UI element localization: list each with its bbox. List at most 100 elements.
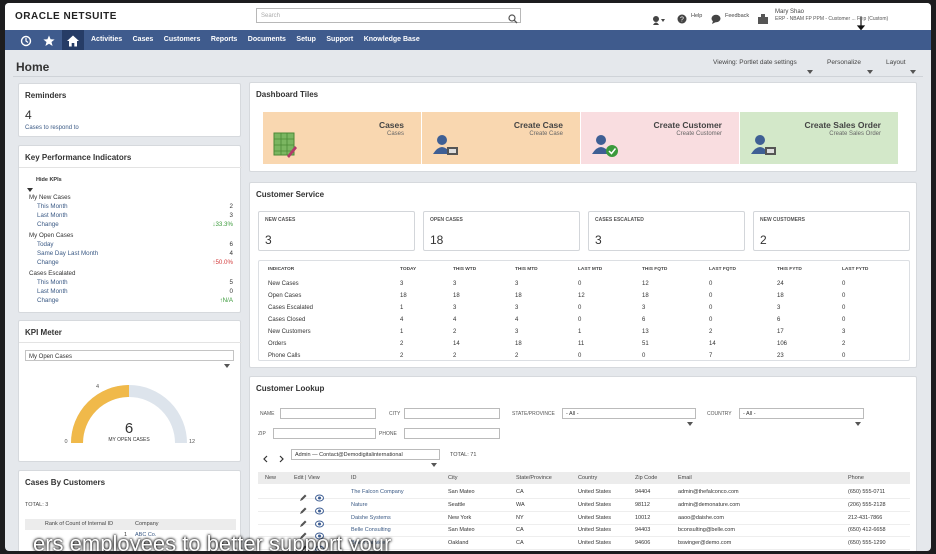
view-icon[interactable] bbox=[315, 502, 324, 515]
icon-shape bbox=[661, 19, 665, 22]
nav-item[interactable]: Documents bbox=[247, 36, 286, 43]
edit-icon[interactable] bbox=[299, 515, 307, 527]
select-value: - All - bbox=[743, 410, 756, 417]
cell: 0 bbox=[842, 305, 846, 311]
nav-item[interactable]: Customers bbox=[163, 36, 201, 43]
text-input[interactable] bbox=[280, 408, 376, 419]
kpi-label[interactable]: Change bbox=[37, 221, 59, 228]
nav-item[interactable]: Setup bbox=[296, 36, 316, 43]
stat-value: 3 bbox=[595, 233, 602, 247]
cell-link[interactable]: Nature bbox=[351, 501, 368, 508]
column-header: Email bbox=[678, 475, 692, 481]
gauge-tick-label: 12 bbox=[188, 439, 196, 445]
personalize-menu[interactable]: Personalize bbox=[827, 59, 861, 66]
cell-link[interactable]: Belle Consulting bbox=[351, 527, 391, 534]
kpi-label[interactable]: This Month bbox=[37, 203, 68, 210]
edit-icon[interactable] bbox=[299, 489, 307, 501]
cell: 98112 bbox=[635, 501, 650, 508]
role-icon[interactable] bbox=[757, 11, 769, 24]
nav-item[interactable]: Cases bbox=[132, 36, 154, 43]
kpi-label[interactable]: Change bbox=[37, 297, 59, 304]
cell-link[interactable]: The Falcon Company bbox=[351, 489, 404, 495]
kpi-group: My Open Cases bbox=[29, 232, 74, 239]
view-icon[interactable] bbox=[315, 489, 324, 502]
cell: 3 bbox=[515, 329, 519, 335]
nav-item[interactable]: Reports bbox=[210, 36, 238, 43]
gauge-fill bbox=[71, 385, 130, 444]
cell: 14 bbox=[709, 341, 716, 347]
stat-card[interactable]: OPEN CASES 18 bbox=[423, 211, 580, 251]
cell-link[interactable]: Baker Services bbox=[351, 540, 388, 547]
select[interactable]: - All - bbox=[739, 408, 864, 426]
nav-item[interactable]: Support bbox=[326, 36, 354, 43]
stat-label: OPEN CASES bbox=[430, 217, 463, 223]
kpi-label[interactable]: Change bbox=[37, 259, 59, 266]
cell: 12 bbox=[578, 293, 585, 299]
view-icon[interactable] bbox=[315, 540, 324, 551]
feedback-link[interactable]: Feedback bbox=[725, 13, 750, 19]
search-box[interactable]: Search bbox=[256, 8, 521, 24]
stat-card[interactable]: NEW CUSTOMERS 2 bbox=[753, 211, 910, 251]
cell: 3 bbox=[515, 305, 519, 311]
kpi-value: ↓33.3% bbox=[212, 221, 233, 228]
select[interactable]: - All - bbox=[562, 408, 696, 426]
column-header: LAST MTD bbox=[578, 267, 603, 272]
text-input[interactable] bbox=[273, 428, 376, 439]
help-link[interactable]: Help bbox=[691, 13, 703, 19]
stat-card[interactable]: NEW CASES 3 bbox=[258, 211, 415, 251]
kpi-select[interactable]: My Open Cases bbox=[25, 350, 234, 368]
star-icon[interactable] bbox=[43, 34, 55, 46]
layout-menu[interactable]: Layout bbox=[886, 59, 906, 66]
column-header: Phone bbox=[848, 475, 864, 481]
cell: CA bbox=[516, 540, 524, 547]
tile-icon bbox=[750, 132, 778, 158]
kpi-toggle[interactable]: Hide KPIs bbox=[25, 176, 235, 192]
portlet: Key Performance Indicators Hide KPIs My Ne… bbox=[18, 145, 242, 313]
recent-icon[interactable] bbox=[20, 34, 32, 47]
home-tab[interactable] bbox=[62, 30, 84, 50]
edit-icon[interactable] bbox=[299, 502, 307, 514]
view-icon[interactable] bbox=[315, 527, 324, 540]
shortcut-icon[interactable] bbox=[652, 12, 666, 25]
kpi-label[interactable]: Same Day Last Month bbox=[37, 250, 99, 257]
cell: San Mateo bbox=[448, 489, 475, 495]
prev-page[interactable] bbox=[262, 450, 268, 463]
edit-icon[interactable] bbox=[299, 540, 307, 551]
tile[interactable]: Create Case Create Case bbox=[422, 112, 580, 164]
view-icon[interactable] bbox=[315, 515, 324, 528]
kpi-label[interactable]: Last Month bbox=[37, 288, 68, 295]
nav-item[interactable]: Activities bbox=[91, 36, 123, 43]
kpi-label[interactable]: This Month bbox=[37, 279, 68, 286]
kpi-label[interactable]: Today bbox=[37, 241, 54, 248]
column-header: Country bbox=[578, 475, 598, 481]
cell: United States bbox=[578, 527, 612, 534]
cell-link[interactable]: ABC Co. bbox=[135, 532, 157, 538]
viewing-menu[interactable]: Viewing: Portlet date settings bbox=[713, 59, 797, 66]
cell: (650) 555-0711 bbox=[848, 489, 886, 495]
nav-item[interactable]: Knowledge Base bbox=[363, 36, 420, 43]
user-role[interactable]: ERP - NBAM FP PPM - Customer ... Rep (Cu… bbox=[775, 16, 889, 22]
tile[interactable]: Create Sales Order Create Sales Order bbox=[740, 112, 898, 164]
user-name[interactable]: Mary Shao bbox=[775, 9, 805, 15]
tile-icon bbox=[273, 132, 297, 158]
cell: 1 bbox=[123, 532, 127, 538]
tile[interactable]: Create Customer Create Customer bbox=[581, 112, 739, 164]
text-input[interactable] bbox=[404, 428, 500, 439]
portlet-title: Key Performance Indicators bbox=[25, 153, 132, 162]
cell: 3 bbox=[515, 281, 519, 287]
stat-card[interactable]: CASES ESCALATED 3 bbox=[588, 211, 745, 251]
gauge bbox=[71, 385, 187, 444]
feedback-icon[interactable] bbox=[711, 11, 721, 24]
icon-shape bbox=[318, 496, 321, 500]
kpi-label[interactable]: Last Month bbox=[37, 212, 68, 219]
cell: 2 bbox=[515, 353, 519, 359]
reminder-label[interactable]: Cases to respond to bbox=[25, 125, 79, 131]
tile[interactable]: Cases Cases bbox=[263, 112, 421, 164]
reminder-count[interactable]: 4 bbox=[25, 108, 32, 122]
cell-link[interactable]: Daishe Systems bbox=[351, 514, 391, 521]
select[interactable]: Admin — Contact@Demodigitalinternational bbox=[291, 449, 440, 467]
help-icon[interactable]: ? bbox=[677, 11, 687, 24]
edit-icon[interactable] bbox=[299, 527, 307, 540]
next-page[interactable] bbox=[279, 450, 285, 463]
text-input[interactable] bbox=[404, 408, 500, 419]
